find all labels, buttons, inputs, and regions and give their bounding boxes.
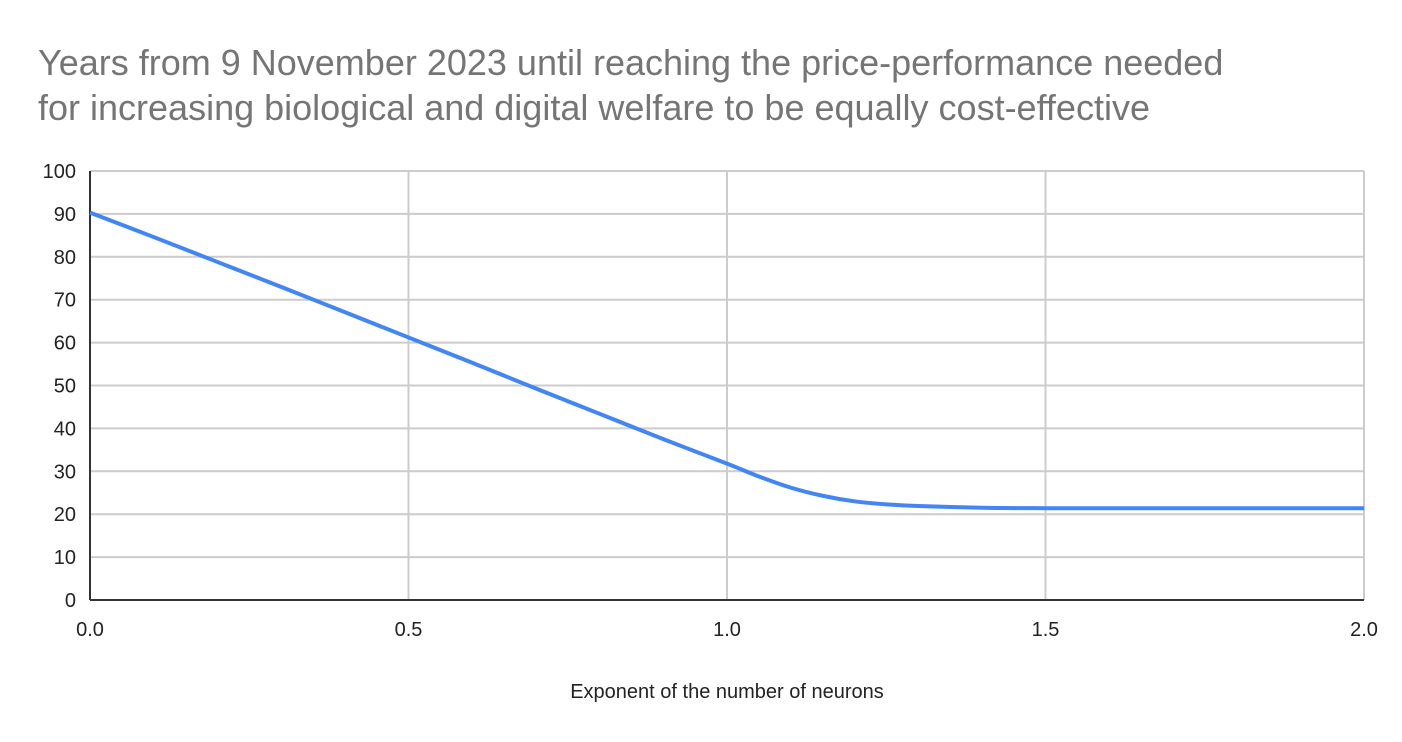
x-tick-label: 2.0	[1350, 619, 1378, 641]
y-tick-label: 90	[54, 204, 76, 226]
x-tick-label: 1.0	[713, 619, 741, 641]
chart-title-line-1: Years from 9 November 2023 until reachin…	[38, 42, 1224, 83]
x-axis-label: Exponent of the number of neurons	[570, 681, 884, 703]
y-tick-label: 0	[65, 590, 76, 612]
y-tick-label: 70	[54, 290, 76, 312]
grid	[89, 170, 1365, 601]
y-tick-label: 20	[54, 504, 76, 526]
series	[89, 210, 1364, 511]
y-tick-label: 40	[54, 418, 76, 440]
y-tick-label: 50	[54, 376, 76, 398]
x-tick-label: 1.5	[1032, 619, 1060, 641]
y-tick-label: 10	[54, 547, 76, 569]
chart-title-line-2: for increasing biological and digital we…	[38, 87, 1150, 128]
chart-title: Years from 9 November 2023 until reachin…	[38, 40, 1378, 130]
y-tick-label: 30	[54, 461, 76, 483]
tick-labels: 0 10 20 30 40 50 60 70 80 90 100 0.0 0.5 1.0 1.5 2.0	[43, 161, 1378, 641]
y-tick-label: 100	[43, 161, 76, 183]
y-tick-label: 80	[54, 247, 76, 269]
x-tick-label: 0.5	[395, 619, 423, 641]
y-tick-label: 60	[54, 333, 76, 355]
series-line	[89, 210, 1364, 511]
x-tick-label: 0.0	[76, 619, 104, 641]
